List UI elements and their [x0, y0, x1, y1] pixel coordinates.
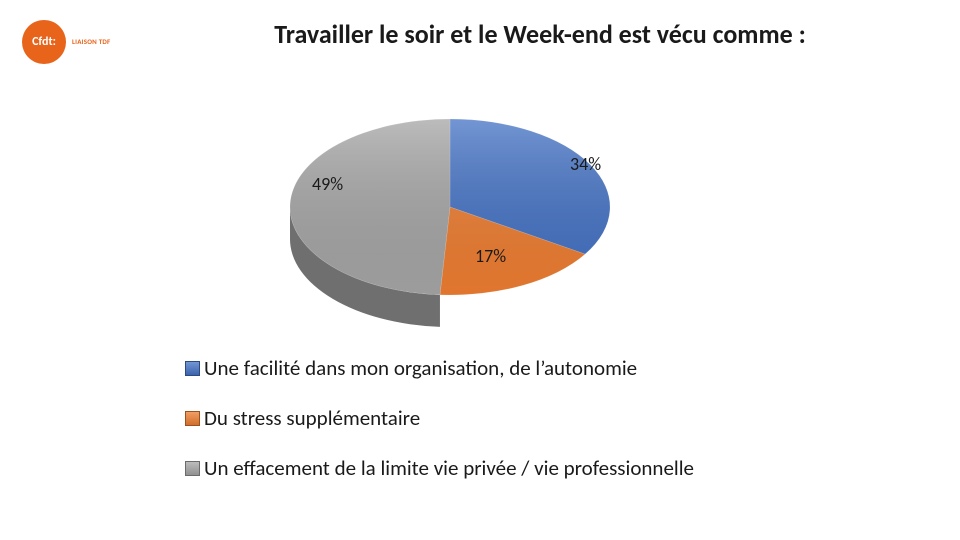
- logo-side-text: LIAISON TDF: [72, 38, 110, 46]
- logo-circle-text: Cfdt:: [32, 35, 56, 49]
- logo-side-line1: LIAISON TDF: [72, 38, 110, 46]
- legend-swatch-0: [185, 361, 200, 376]
- chart-title: Travailler le soir et le Week-end est vé…: [200, 18, 880, 51]
- data-label-0: 34%: [570, 153, 601, 175]
- data-label-2: 49%: [312, 173, 343, 195]
- legend-swatch-1: [185, 411, 200, 426]
- legend-item-1: Du stress supplémentaire: [185, 405, 694, 431]
- legend-item-0: Une facilité dans mon organisation, de l…: [185, 355, 694, 381]
- legend: Une facilité dans mon organisation, de l…: [185, 355, 694, 505]
- data-label-1: 17%: [475, 245, 506, 267]
- legend-item-2: Un effacement de la limite vie privée / …: [185, 455, 694, 481]
- brand-logo: Cfdt: LIAISON TDF: [22, 20, 110, 64]
- pie-chart-svg: [240, 95, 660, 335]
- pie-chart: 34% 17% 49%: [240, 95, 660, 335]
- legend-label-1: Du stress supplémentaire: [204, 405, 420, 431]
- legend-label-0: Une facilité dans mon organisation, de l…: [204, 355, 637, 381]
- legend-swatch-2: [185, 461, 200, 476]
- legend-label-2: Un effacement de la limite vie privée / …: [204, 455, 694, 481]
- logo-circle: Cfdt:: [22, 20, 66, 64]
